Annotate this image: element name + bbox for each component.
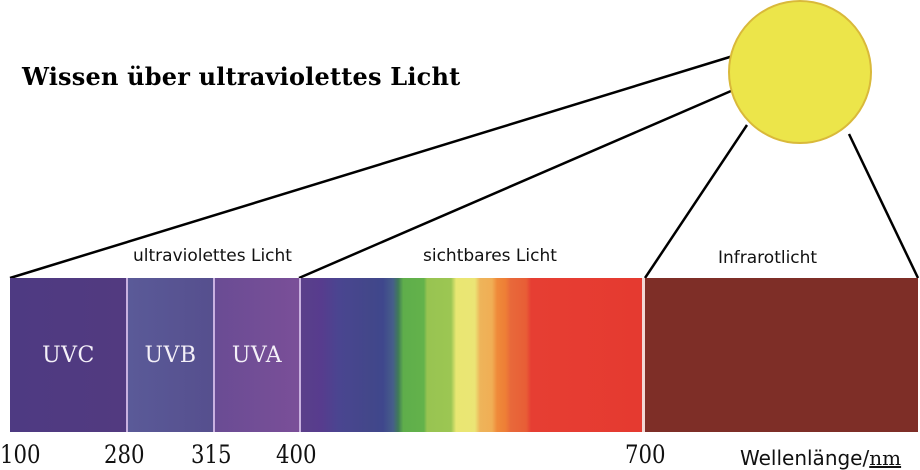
line-ir-right [847, 133, 920, 279]
segment-uva: UVA [215, 278, 299, 432]
divider [126, 278, 128, 432]
sun-icon [728, 0, 872, 144]
line-visible-left [298, 89, 732, 280]
tick-100: 100 [0, 440, 41, 469]
segment-label-uvb: UVB [144, 342, 197, 368]
segment-label-uvc: UVC [42, 342, 95, 368]
segment-infrared [645, 278, 918, 432]
tick-315: 315 [191, 440, 232, 469]
divider [213, 278, 215, 432]
line-ir-left [643, 124, 749, 279]
segment-uvc: UVC [10, 278, 127, 432]
tick-280: 280 [104, 440, 145, 469]
segment-visible-spectrum [301, 278, 642, 432]
group-label-uv: ultraviolettes Licht [133, 246, 292, 266]
group-label-visible: sichtbares Licht [423, 246, 557, 266]
axis-label: Wellenlänge/nm [740, 446, 901, 470]
diagram-title: Wissen über ultraviolettes Licht [22, 62, 461, 91]
axis-label-text: Wellenlänge/ [740, 446, 870, 470]
segment-uvb: UVB [128, 278, 213, 432]
divider [642, 278, 645, 432]
divider [299, 278, 301, 432]
tick-400: 400 [276, 440, 317, 469]
tick-700: 700 [625, 440, 666, 469]
segment-label-uva: UVA [231, 342, 283, 368]
line-uv-left [9, 54, 734, 280]
group-label-infrared: Infrarotlicht [718, 248, 818, 268]
axis-unit: nm [869, 446, 902, 470]
spectrum-bar: UVC UVB UVA [10, 278, 918, 432]
